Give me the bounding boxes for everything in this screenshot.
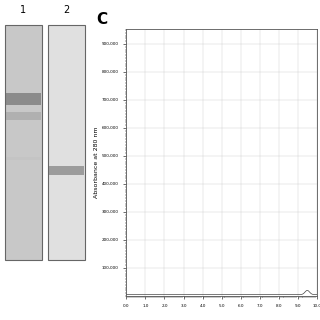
Text: C: C (96, 12, 107, 27)
Bar (48, 25, 85, 260)
Bar (6, 157, 41, 160)
Text: 1: 1 (20, 5, 27, 15)
Bar (6, 93, 41, 105)
Y-axis label: Absorbance at 280 nm: Absorbance at 280 nm (94, 127, 99, 198)
Text: 2: 2 (63, 5, 70, 15)
Bar (49, 166, 84, 175)
Bar (6, 112, 41, 120)
Bar (5, 25, 42, 260)
